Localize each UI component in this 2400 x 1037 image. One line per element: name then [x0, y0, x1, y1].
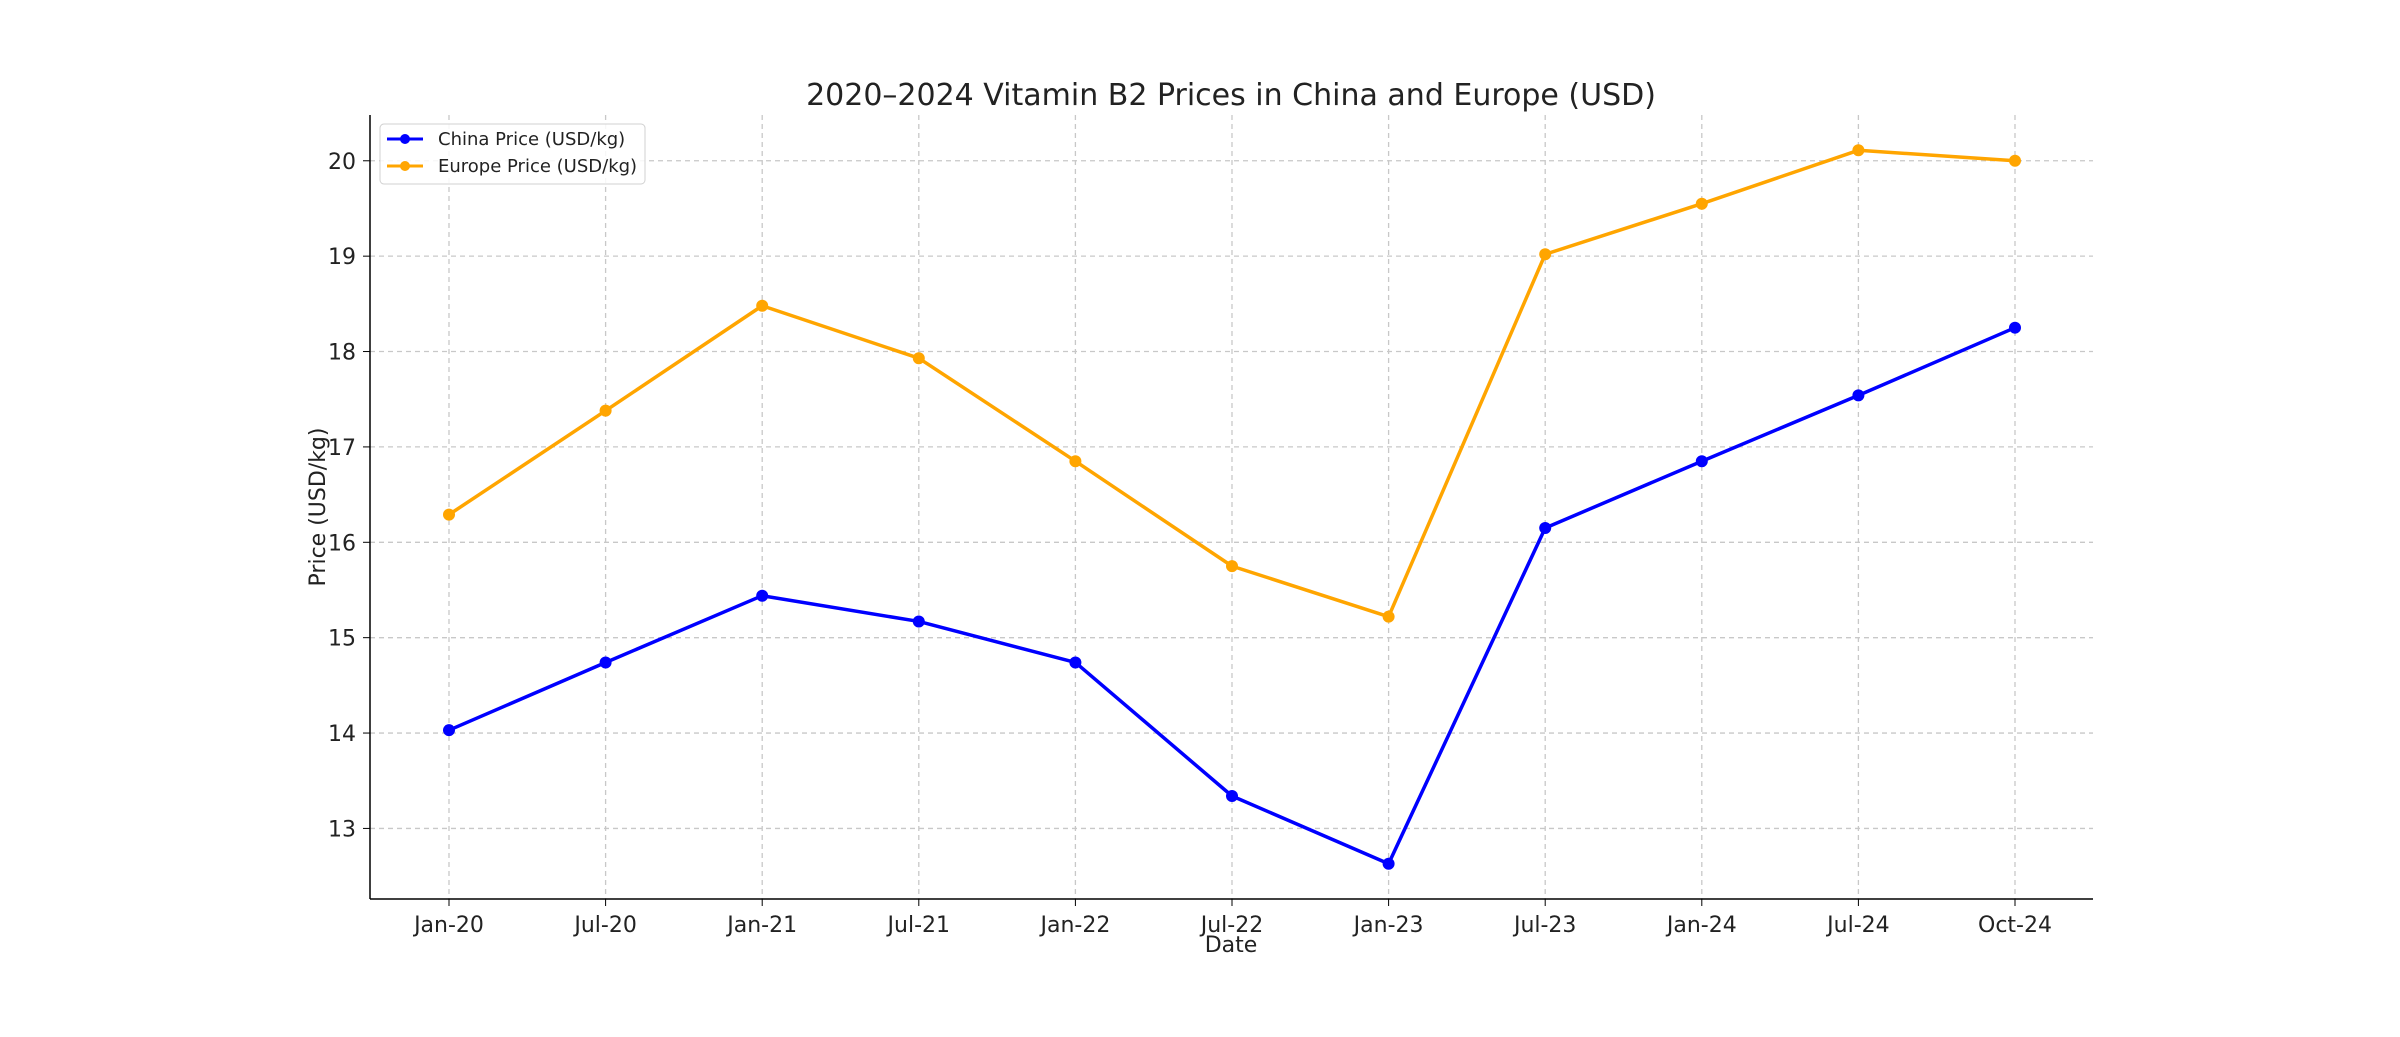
data-point-china [756, 589, 769, 602]
x-tick-label: Jan-22 [1038, 913, 1110, 938]
data-point-europe [2009, 154, 2021, 167]
data-point-europe [1695, 197, 1708, 210]
data-point-europe [599, 404, 612, 417]
x-tick-label: Jan-20 [412, 913, 484, 938]
y-tick-label: 13 [328, 817, 356, 842]
chart-title: 2020–2024 Vitamin B2 Prices in China and… [806, 78, 1656, 113]
data-point-china [1069, 656, 1082, 669]
data-point-europe [1852, 144, 1865, 157]
data-point-china [912, 615, 925, 628]
legend-china-label: China Price (USD/kg) [438, 129, 625, 150]
legend-europe-marker [400, 161, 410, 171]
data-point-china [2009, 321, 2021, 334]
x-tick-label: Jul-22 [1199, 913, 1263, 938]
tick-labels: Jan-20 Jul-20 Jan-21 Jul-21 Jan-22 Jul-22 Jan-… [328, 150, 2052, 938]
data-point-europe [912, 352, 925, 365]
data-point-china [1695, 455, 1708, 468]
x-tick-label: Jan-21 [725, 913, 797, 938]
y-tick-label: 19 [328, 245, 356, 270]
legend: China Price (USD/kg) Europe Price (USD/k… [379, 123, 646, 185]
data-point-europe [1539, 248, 1552, 261]
x-tick-label: Jul-20 [572, 913, 636, 938]
data-point-europe [443, 508, 455, 521]
data-point-china [599, 656, 612, 669]
data-point-china [1852, 389, 1865, 402]
data-point-china [1226, 789, 1238, 802]
x-axis-label: Date [1205, 933, 1258, 958]
data-point-europe [756, 299, 769, 312]
data-point-china [1382, 857, 1395, 870]
data-point-china [1539, 521, 1552, 534]
x-tick-label: Jul-24 [1825, 913, 1889, 938]
series-layer [443, 144, 2021, 870]
data-point-china [443, 724, 455, 737]
y-tick-label: 14 [328, 722, 356, 747]
series-line-europe [448, 148, 2016, 619]
y-tick-label: 15 [328, 627, 356, 652]
x-tick-label: Jan-24 [1665, 913, 1737, 938]
legend-europe-label: Europe Price (USD/kg) [438, 156, 637, 177]
legend-box [379, 123, 646, 185]
x-tick-label: Jan-23 [1352, 913, 1424, 938]
y-tick-label: 17 [328, 436, 356, 461]
y-axis-label: Price (USD/kg) [306, 428, 331, 587]
x-tick-label: Oct-24 [1978, 913, 2052, 938]
y-tick-label: 16 [328, 531, 356, 556]
data-point-europe [1382, 610, 1395, 623]
y-tick-label: 18 [328, 341, 356, 366]
legend-china-marker [400, 134, 410, 144]
data-point-europe [1069, 455, 1082, 468]
x-tick-label: Jul-21 [886, 913, 950, 938]
x-tick-label: Jul-23 [1512, 913, 1576, 938]
data-point-europe [1226, 560, 1238, 573]
y-tick-label: 20 [328, 150, 356, 175]
grid [370, 115, 2093, 899]
